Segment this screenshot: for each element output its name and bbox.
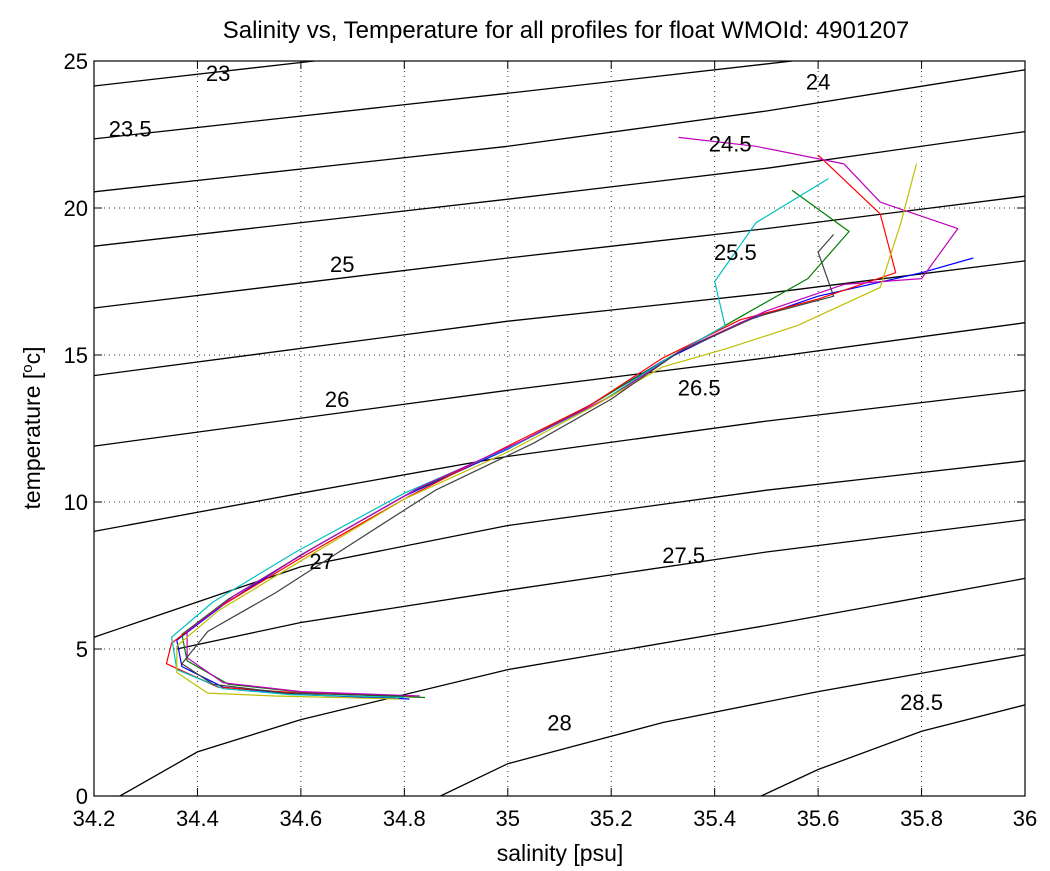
density-contour [94, 322, 1025, 447]
density-contour [94, 195, 1025, 309]
x-tick-label: 35.2 [590, 806, 633, 831]
density-contour-label: 25.5 [714, 240, 757, 265]
density-contour [94, 69, 1025, 193]
x-tick-label: 34.4 [176, 806, 219, 831]
density-contour-label: 27 [309, 549, 333, 574]
y-tick-label: 25 [64, 49, 88, 74]
y-tick-label: 20 [64, 196, 88, 221]
y-axis-ticks: 0 5 10 15 20 25 [64, 49, 1025, 809]
density-contour-label: 28.5 [900, 690, 943, 715]
density-contour-label: 25 [330, 252, 354, 277]
y-axis-label: temperature [oc] [19, 346, 46, 509]
x-tick-label: 34.2 [73, 806, 116, 831]
density-contour [94, 389, 1025, 533]
x-tick-label: 35.4 [693, 806, 736, 831]
x-axis-label: salinity [psu] [497, 840, 624, 866]
profile-line [176, 257, 974, 700]
y-tick-label: 5 [76, 637, 88, 662]
x-tick-label: 34.6 [279, 806, 322, 831]
density-contour [94, 260, 1025, 377]
y-axis-label-suffix: c] [19, 346, 45, 364]
density-contour-label: 28 [547, 711, 571, 736]
plot-frame [93, 60, 1026, 797]
x-tick-label: 36 [1013, 806, 1037, 831]
x-tick-label: 35.6 [797, 806, 840, 831]
profile-lines [165, 136, 974, 700]
density-contour-label: 23 [206, 61, 230, 86]
density-contour-labels: 23 23.5 24 24.5 25 25.5 26 26.5 27 27.5 28 28.5 [109, 61, 943, 736]
density-contour [94, 460, 1025, 638]
density-contour-label: 26.5 [678, 375, 721, 400]
density-contour [440, 654, 1025, 796]
density-contour [176, 518, 1025, 650]
density-contour [94, 61, 793, 140]
density-contour-label: 24.5 [709, 131, 752, 156]
density-contour [94, 130, 1025, 247]
density-contour-label: 23.5 [109, 117, 152, 142]
profile-line [165, 154, 897, 697]
y-tick-label: 0 [76, 784, 88, 809]
y-tick-label: 15 [64, 343, 88, 368]
density-contour [760, 704, 1025, 796]
x-tick-label: 34.8 [383, 806, 426, 831]
profile-line [176, 163, 917, 700]
x-tick-label: 35 [496, 806, 520, 831]
chart-title: Salinity vs, Temperature for all profile… [223, 17, 910, 44]
profile-line [171, 178, 829, 699]
x-axis-ticks: 34.2 34.4 34.6 34.8 35 35.2 35.4 35.6 35.8 36 [73, 61, 1037, 831]
density-contour-label: 26 [325, 387, 349, 412]
density-contour [119, 577, 1025, 796]
density-contour-label: 24 [806, 70, 830, 95]
x-tick-label: 35.8 [900, 806, 943, 831]
y-axis-label-prefix: temperature [ [19, 372, 45, 509]
y-tick-label: 10 [64, 490, 88, 515]
y-axis-label-sup: o [19, 364, 36, 372]
density-contour-label: 27.5 [662, 543, 705, 568]
profile-line [181, 234, 835, 697]
